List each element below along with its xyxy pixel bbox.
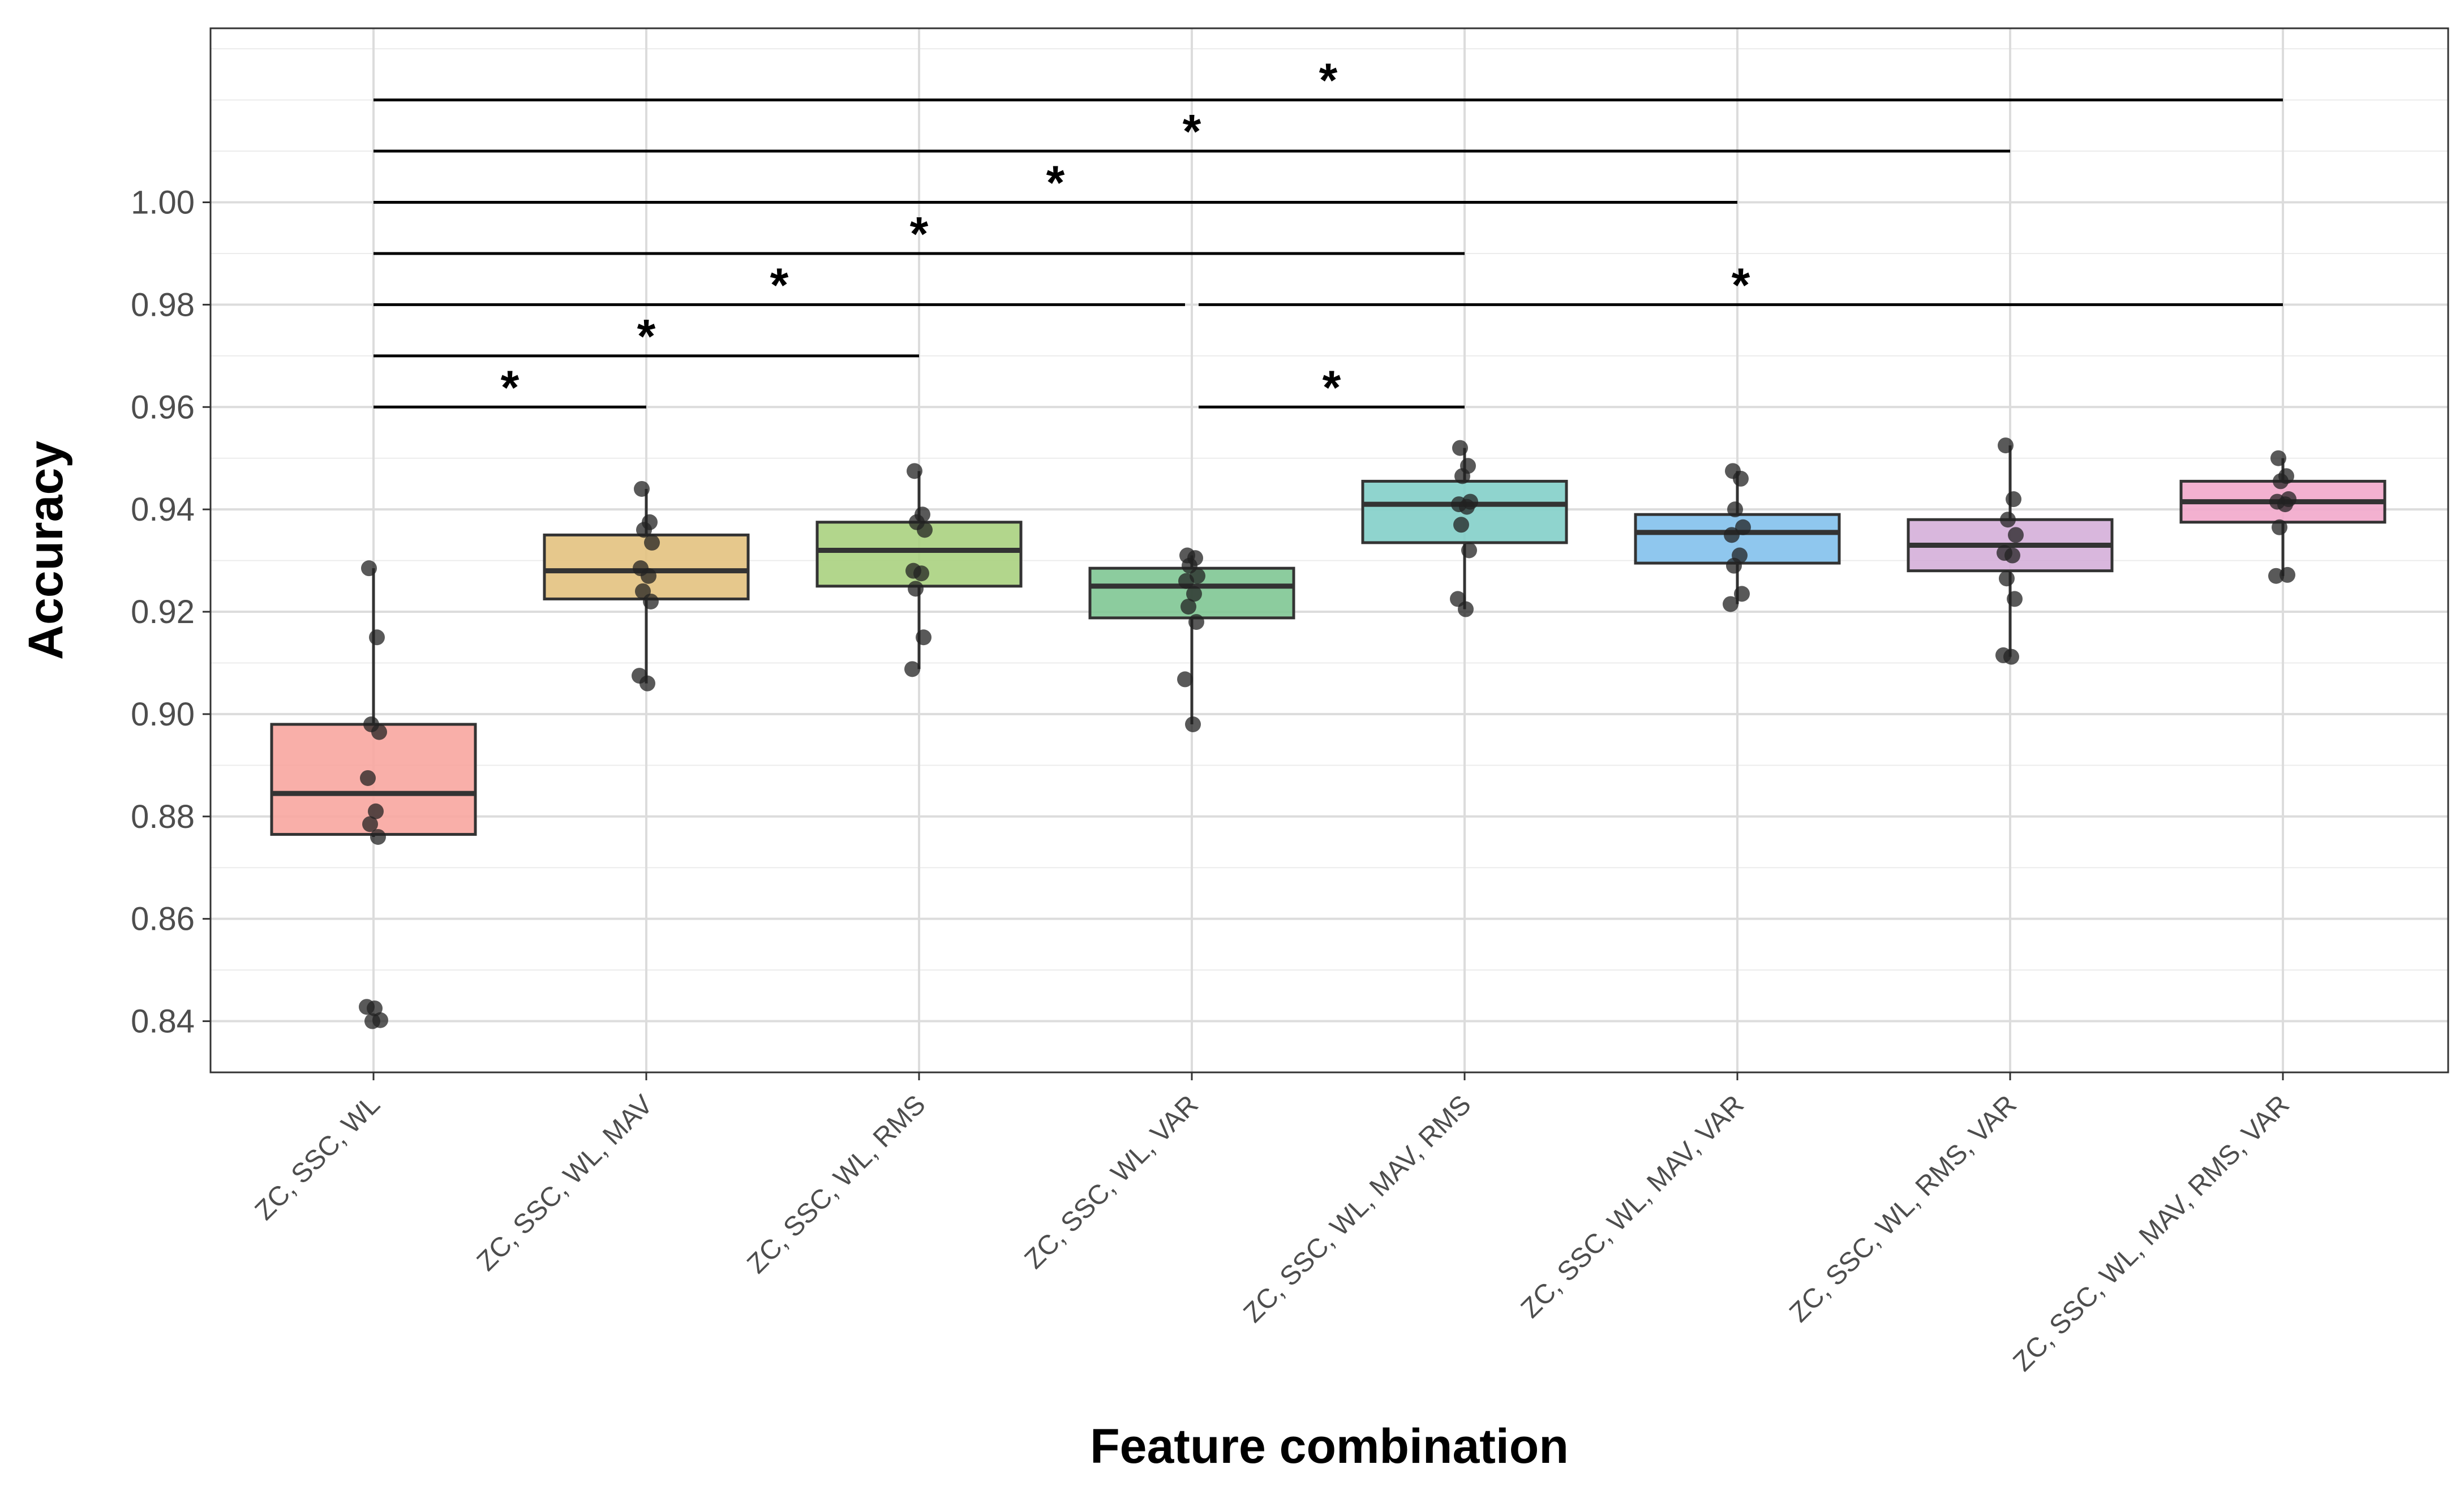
box-group (2179, 450, 2386, 584)
y-tick-label: 0.96 (131, 389, 195, 426)
data-point (639, 675, 655, 692)
y-tick-label: 0.98 (131, 286, 195, 323)
box-group (815, 463, 1023, 677)
y-tick-label: 0.92 (131, 594, 195, 630)
data-point (643, 593, 659, 609)
data-point (362, 816, 378, 832)
data-point (917, 522, 933, 538)
significance-star: * (637, 310, 656, 363)
data-point (1733, 470, 1749, 487)
data-point (1458, 601, 1474, 617)
data-point (1454, 468, 1470, 484)
data-point (364, 1013, 380, 1029)
boxes (270, 437, 2386, 1029)
significance-star: * (1183, 105, 1201, 158)
data-point (1726, 557, 1742, 574)
significance-brackets: * * * * * * * * * (374, 54, 2283, 414)
data-point (1459, 499, 1475, 515)
data-point (1186, 586, 1202, 602)
data-point (641, 568, 656, 584)
data-point (2268, 568, 2284, 584)
significance-star: * (1046, 156, 1065, 209)
data-point (2004, 547, 2020, 564)
data-point (367, 1000, 383, 1016)
data-point (1998, 437, 2014, 454)
data-point (1453, 517, 1469, 533)
data-point (1181, 598, 1196, 615)
box-group (1907, 437, 2114, 665)
data-point (2277, 496, 2293, 513)
significance-star: * (1323, 360, 1341, 414)
x-axis-title: Feature combination (1090, 1419, 1569, 1474)
box-group (270, 560, 477, 1029)
data-point (2273, 473, 2289, 489)
data-point (636, 522, 652, 538)
data-point (369, 629, 385, 646)
y-axis-title: Accuracy (19, 441, 73, 660)
data-point (1723, 596, 1738, 612)
data-point (2000, 512, 2016, 528)
data-point (1461, 542, 1477, 559)
y-tick-label: 0.86 (131, 901, 195, 938)
y-tick-label: 0.84 (131, 1003, 195, 1040)
data-point (1177, 671, 1193, 688)
significance-star: * (1319, 54, 1338, 107)
data-point (904, 661, 920, 677)
data-point (1178, 573, 1194, 589)
data-point (360, 770, 376, 786)
significance-star: * (1732, 258, 1750, 311)
data-point (1724, 527, 1740, 543)
y-tick-label: 0.88 (131, 798, 195, 835)
data-point (368, 803, 384, 819)
data-point (2003, 649, 2019, 665)
significance-star: * (770, 258, 789, 311)
box-group (1634, 463, 1841, 612)
data-point (1999, 570, 2015, 587)
data-point (913, 565, 929, 582)
data-point (370, 828, 386, 845)
data-point (1727, 501, 1743, 518)
data-point (2007, 591, 2023, 607)
data-point (2008, 527, 2024, 543)
y-tick-label: 0.94 (131, 491, 195, 528)
data-point (1452, 440, 1468, 456)
data-point (1734, 586, 1750, 602)
data-point (916, 629, 931, 646)
data-point (2270, 450, 2286, 466)
significance-star: * (910, 207, 929, 260)
y-tick-label: 1.00 (131, 184, 195, 221)
panel-border (209, 27, 2449, 1074)
data-point (908, 581, 924, 597)
y-tick-label: 0.90 (131, 696, 195, 733)
data-point (2272, 519, 2287, 535)
data-point (1185, 716, 1201, 732)
data-point (644, 534, 660, 551)
data-point (2006, 491, 2021, 508)
box-group (1361, 440, 1568, 617)
data-point (634, 480, 650, 497)
significance-star: * (501, 360, 520, 414)
data-point (1188, 614, 1204, 630)
data-point (371, 724, 387, 740)
data-point (1735, 519, 1751, 535)
box-group (1088, 547, 1295, 732)
data-point (907, 463, 922, 479)
data-point (361, 560, 377, 577)
box-group (543, 480, 750, 692)
